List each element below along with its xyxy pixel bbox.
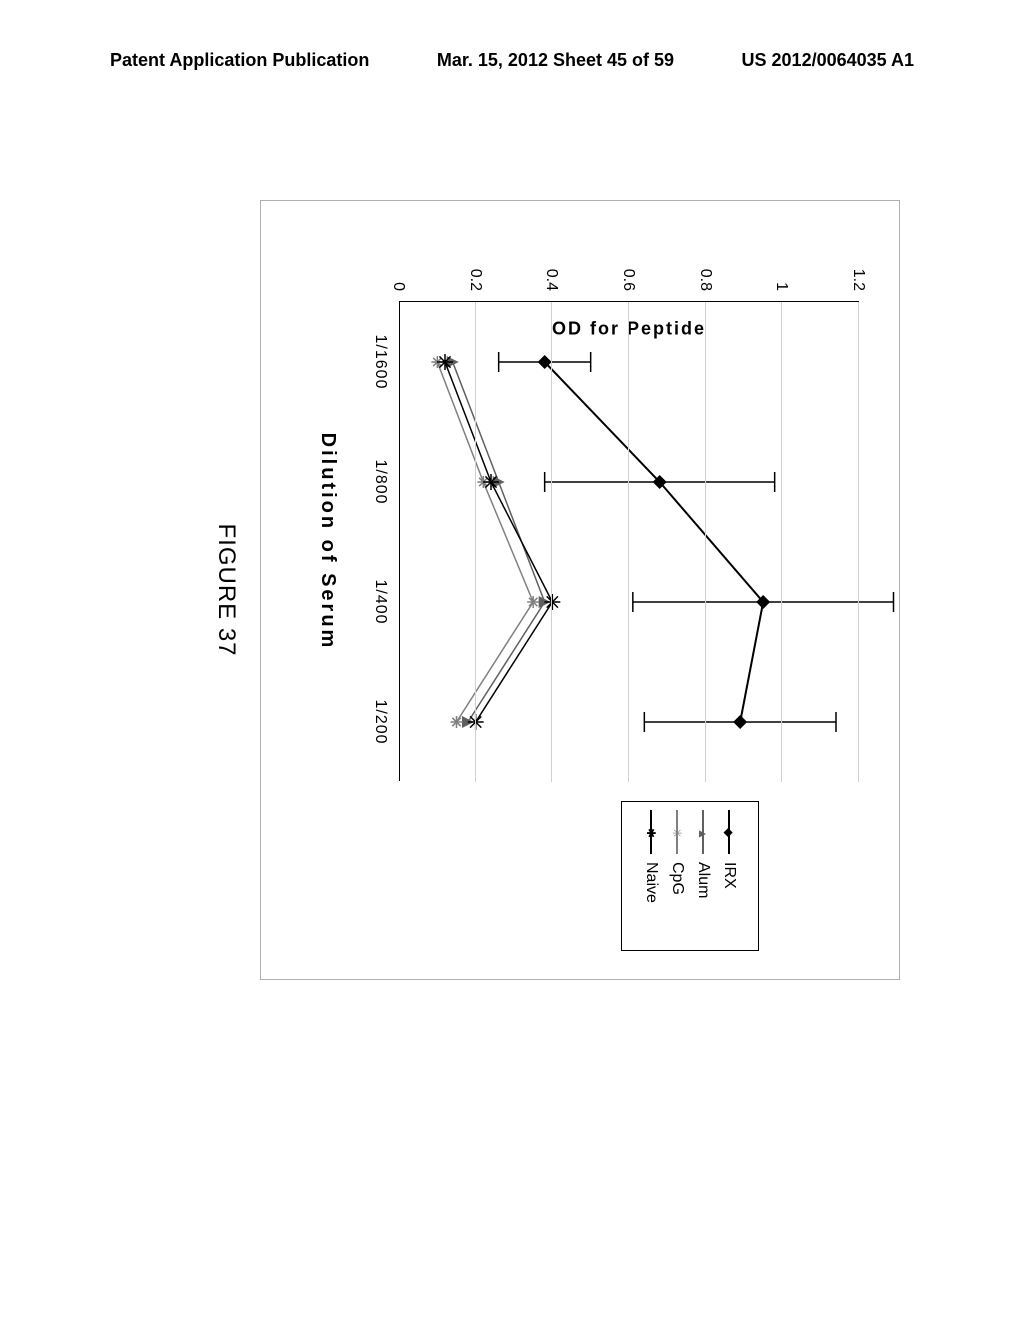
header-left: Patent Application Publication [110,50,369,71]
plot-area: OD for Peptide Dilution of Serum 00.20.4… [399,301,859,781]
y-tick-label: 0 [389,231,407,291]
legend: ◆ IRX ▲ Alum ✳ CpG ✱ Naive [621,801,759,951]
x-axis-title: Dilution of Serum [316,433,339,651]
figure-container: OD for Peptide Dilution of Serum 00.20.4… [120,200,900,980]
header-right: US 2012/0064035 A1 [742,50,914,71]
y-tick-label: 0.4 [542,231,560,291]
legend-item: ◆ IRX [720,810,738,942]
y-tick-label: 1 [772,231,790,291]
page-header: Patent Application Publication Mar. 15, … [0,50,1024,71]
gridline [705,302,706,782]
x-tick-label: 1/400 [371,579,389,624]
y-tick-label: 1.2 [849,231,867,291]
chart-outer-frame: OD for Peptide Dilution of Serum 00.20.4… [260,200,900,980]
header-mid: Mar. 15, 2012 Sheet 45 of 59 [437,50,674,71]
x-tick-label: 1/200 [371,699,389,744]
legend-item: ✱ Naive [642,810,660,942]
triangle-icon: ▲ [698,828,708,840]
legend-label: Naive [642,862,660,903]
asterisk-icon: ✳ [672,828,682,838]
gridline [628,302,629,782]
chart-svg [399,302,859,782]
figure-caption: FIGURE 37 [212,523,240,656]
y-tick-label: 0.8 [696,231,714,291]
y-tick-label: 0.6 [619,231,637,291]
gridline [475,302,476,782]
gridline [858,302,859,782]
x-tick-label: 1/800 [371,459,389,504]
legend-label: IRX [720,862,738,889]
legend-label: CpG [668,862,686,895]
legend-item: ▲ Alum [694,810,712,942]
legend-label: Alum [694,862,712,898]
big-asterisk-icon: ✱ [646,828,656,838]
x-tick-label: 1/1600 [371,335,389,390]
y-tick-label: 0.2 [466,231,484,291]
diamond-icon: ◆ [724,828,734,837]
legend-item: ✳ CpG [668,810,686,942]
gridline [781,302,782,782]
gridline [551,302,552,782]
